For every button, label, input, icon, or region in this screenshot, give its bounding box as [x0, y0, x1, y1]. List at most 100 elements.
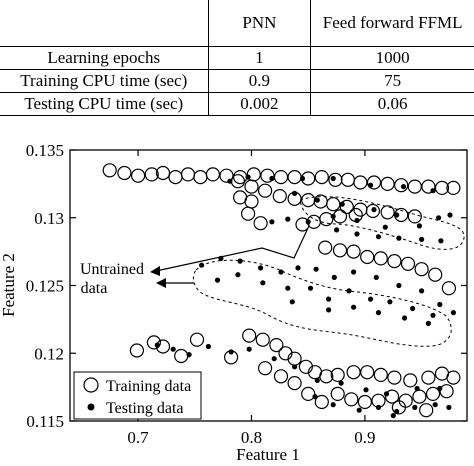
training-point [330, 367, 345, 382]
training-point [366, 175, 382, 190]
testing-point [338, 380, 344, 386]
y-tick-label: 0.125 [26, 277, 64, 296]
training-point [414, 262, 429, 277]
testing-point [299, 175, 306, 182]
training-point [407, 179, 422, 194]
training-point [340, 172, 355, 187]
training-point [439, 384, 454, 399]
testing-point [170, 346, 176, 352]
training-point [244, 179, 259, 194]
testing-point [269, 175, 275, 182]
untrained-region-lower [192, 259, 452, 347]
training-point [301, 192, 316, 208]
training-point [412, 389, 427, 404]
testing-point [330, 402, 336, 408]
testing-point [314, 377, 320, 383]
testing-point [396, 282, 402, 289]
testing-point [375, 234, 382, 240]
testing-point [258, 265, 264, 271]
training-point [241, 206, 256, 221]
testing-point [396, 235, 402, 241]
training-point [174, 348, 189, 364]
testing-point [285, 216, 291, 222]
training-point [387, 254, 402, 269]
testing-point [354, 231, 360, 237]
table-header-pnn: PNN [207, 0, 312, 47]
training-point [373, 251, 388, 266]
series-training-data [102, 163, 461, 418]
training-point [314, 394, 329, 410]
row-ffml-value: 1000 [310, 46, 474, 70]
training-point [394, 178, 409, 193]
testing-point [227, 178, 233, 184]
training-point [353, 175, 368, 190]
testing-point [436, 215, 442, 221]
testing-point [375, 404, 382, 410]
testing-point [419, 236, 425, 242]
training-point [446, 370, 461, 385]
testing-point [447, 212, 453, 218]
training-point [339, 199, 354, 215]
training-point [287, 376, 302, 391]
testing-point [331, 274, 337, 280]
training-point [318, 240, 333, 255]
testing-point [334, 227, 340, 233]
testing-point [245, 174, 251, 180]
testing-point [237, 258, 243, 264]
testing-point [430, 312, 436, 318]
testing-point [437, 385, 443, 392]
training-point [441, 281, 456, 296]
training-point [407, 209, 422, 224]
testing-point [292, 364, 298, 370]
testing-point [430, 188, 436, 194]
testing-point [446, 404, 452, 410]
testing-point [285, 285, 291, 291]
series-testing-data [154, 174, 456, 419]
x-tick-label: 0.8 [241, 428, 262, 447]
x-tick-label: 0.9 [354, 428, 375, 447]
testing-point [387, 299, 393, 305]
row-pnn-value: 1 [207, 46, 312, 70]
training-point [421, 370, 436, 385]
testing-point [382, 224, 388, 230]
legend: Training data Testing data [73, 371, 202, 420]
legend-training-label: Training data [106, 378, 191, 395]
training-point [131, 168, 146, 183]
testing-point [373, 274, 379, 280]
testing-point [375, 310, 382, 316]
testing-point [425, 320, 431, 326]
testing-point [278, 269, 284, 275]
training-point [189, 332, 205, 347]
testing-point [416, 223, 422, 229]
testing-point [269, 219, 275, 225]
training-point [295, 217, 310, 232]
training-point [205, 167, 220, 182]
testing-point [354, 217, 360, 224]
training-point [344, 392, 359, 407]
testing-point [205, 343, 211, 350]
annotation-line-1: Untrained [80, 261, 144, 278]
testing-point [326, 307, 332, 313]
testing-point [295, 265, 301, 271]
testing-point [383, 391, 390, 397]
training-point [230, 174, 245, 189]
training-point [434, 180, 450, 196]
training-point [332, 243, 348, 258]
training-point [319, 369, 334, 384]
testing-point [339, 201, 345, 207]
row-pnn-value: 0.9 [207, 69, 312, 93]
training-point [421, 179, 436, 194]
training-point [380, 205, 395, 220]
testing-point [438, 238, 444, 244]
testing-point [260, 280, 266, 286]
testing-point [154, 342, 160, 348]
testing-point [313, 266, 319, 272]
training-point [102, 163, 117, 178]
testing-point [356, 407, 362, 413]
training-point [258, 361, 273, 376]
training-point [314, 169, 329, 185]
annotation-line-2: data [81, 280, 108, 297]
testing-point [330, 175, 336, 182]
annotation-arrowhead-upper [150, 266, 160, 276]
testing-point [346, 288, 352, 294]
